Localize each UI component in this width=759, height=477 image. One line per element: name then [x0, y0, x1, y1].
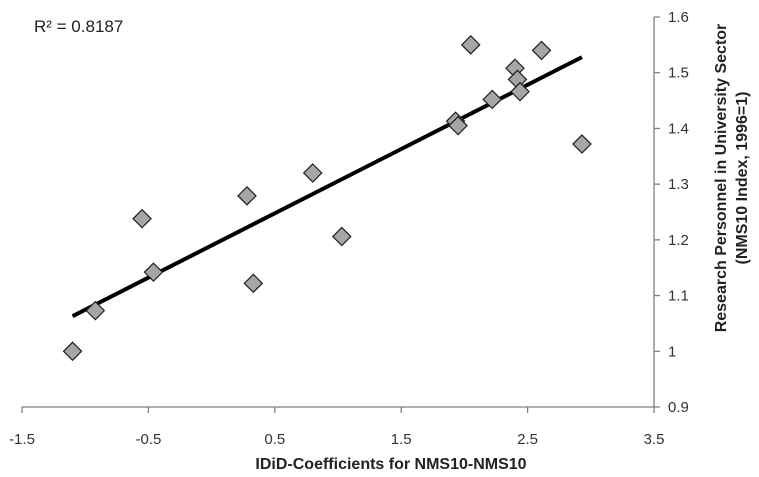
y-axis: 0.9 1 1.1 1.2 1.3 1.4 1.5 1.6 — [653, 9, 689, 416]
data-point — [62, 341, 83, 362]
y-tick-label: 1 — [668, 343, 676, 360]
x-axis-title: IDiD-Coefficients for NMS10-NMS10 — [255, 456, 527, 473]
x-tick-label: 3.5 — [644, 431, 665, 448]
data-point — [482, 89, 503, 110]
data-point — [243, 273, 264, 294]
x-axis: -1.5 -0.5 0.5 1.5 2.5 3.5 — [9, 406, 665, 448]
y-axis-title-line2: (NMS10 Index, 1996=1) — [734, 91, 751, 265]
x-tick-label: 2.5 — [517, 431, 538, 448]
data-point — [460, 35, 481, 55]
y-tick-label: 1.2 — [668, 232, 689, 249]
r-squared-annotation: R² = 0.8187 — [34, 17, 124, 36]
x-tick-label: -1.5 — [9, 431, 35, 448]
data-point — [531, 40, 552, 61]
data-point — [143, 262, 164, 283]
data-points — [62, 35, 592, 362]
data-point — [85, 300, 106, 321]
y-tick-label: 1.4 — [668, 120, 689, 137]
data-point — [448, 115, 468, 136]
y-tick-label: 1.3 — [668, 176, 689, 193]
x-tick-label: -0.5 — [135, 431, 161, 448]
y-tick-label: 1.6 — [668, 9, 689, 26]
data-point — [132, 208, 152, 229]
data-point — [302, 163, 323, 183]
data-point — [510, 81, 530, 102]
data-point — [237, 185, 257, 206]
data-point — [331, 226, 352, 247]
x-tick-label: 1.5 — [391, 431, 412, 448]
y-tick-label: 0.9 — [668, 399, 689, 416]
y-tick-label: 1.5 — [668, 65, 689, 82]
x-tick-label: 0.5 — [264, 431, 285, 448]
data-point — [572, 134, 592, 154]
y-tick-label: 1.1 — [668, 288, 689, 305]
y-axis-title-line1: Research Personnel in University Sector — [713, 23, 730, 333]
